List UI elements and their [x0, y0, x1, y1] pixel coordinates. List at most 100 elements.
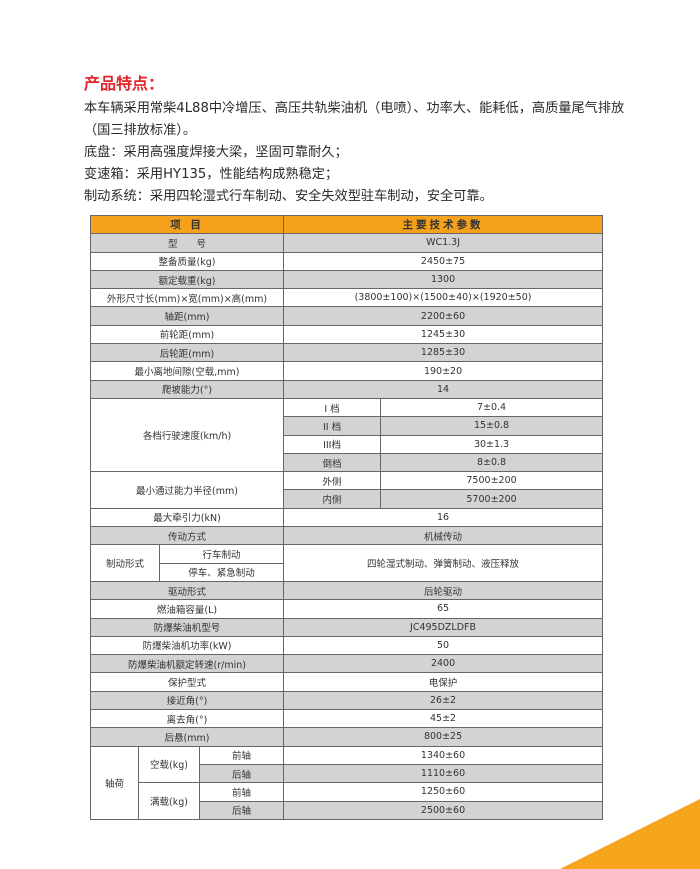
table-row: 后轴 1110±60: [91, 763, 604, 784]
table-cell: 后轴: [198, 800, 285, 820]
table-row: 满载(kg) 前轴 1250±60: [91, 782, 604, 820]
table-row: 防爆柴油机功率(kW) 50: [89, 635, 604, 656]
header-cell: 项 目: [89, 214, 285, 235]
table-cell: 机械传动: [283, 526, 604, 546]
table-cell: 后悬(mm): [89, 727, 285, 747]
table-row: 防爆柴油机额定转速(r/min) 2400: [89, 654, 604, 674]
table-cell: 电保护: [283, 672, 604, 692]
table-cell: 制动形式: [90, 544, 160, 582]
table-cell: 空载(kg): [138, 745, 200, 784]
table-cell: 800±25: [283, 727, 604, 747]
table-row: 倒档 8±0.8: [91, 452, 604, 473]
table-cell: 190±20: [283, 361, 604, 381]
table-row: III档 30±1.3: [91, 434, 604, 454]
table-cell: 驱动形式: [89, 580, 285, 601]
table-cell: 接近角(°): [89, 690, 285, 711]
table-row: 额定载重(kg) 1300: [89, 269, 604, 290]
table-cell: 停车、紧急制动: [158, 562, 285, 582]
table-cell: 7±0.4: [380, 397, 604, 418]
table-cell: 1110±60: [283, 763, 604, 784]
table-cell: 离去角(°): [89, 709, 285, 729]
table-row: 后轴 2500±60: [91, 800, 604, 820]
table-row: 离去角(°) 45±2: [89, 709, 604, 729]
feature-line: 底盘：采用高强度焊接大梁，坚固可靠耐久；: [84, 145, 348, 160]
table-cell: 8±0.8: [380, 452, 604, 473]
table-row: 爬坡能力(°) 14: [89, 379, 604, 399]
table-row: 后悬(mm) 800±25: [89, 727, 604, 747]
table-row: 最小通过能力半径(mm) 外侧 7500±200: [89, 471, 604, 509]
table-row: 前轮距(mm) 1245±30: [89, 324, 604, 345]
table-cell: 燃油箱容量(L): [89, 599, 285, 619]
product-features: 产品特点： 本车辆采用常柴4L88中冷增压、高压共轨柴油机（电喷）、功率大、能耗…: [84, 70, 684, 208]
table-cell: 最小通过能力半径(mm): [89, 471, 285, 509]
table-row: 传动方式 机械传动: [89, 526, 604, 546]
table-cell: 5700±200: [380, 489, 604, 509]
table-cell: 1250±60: [283, 782, 604, 802]
table-cell: 外侧: [283, 471, 382, 491]
table-cell: 前轮距(mm): [89, 324, 285, 345]
table-cell: 14: [283, 379, 604, 399]
table-cell: 2200±60: [283, 306, 604, 326]
table-cell: 四轮湿式制动、弹簧制动、液压释放: [283, 544, 604, 582]
table-row: 最小离地间隙(空载,mm) 190±20: [89, 361, 604, 381]
features-title: 产品特点：: [84, 74, 165, 93]
table-cell: 后轮距(mm): [89, 343, 285, 363]
table-cell: 额定载重(kg): [89, 269, 285, 290]
spec-table: 项 目主要技术参数型 号 WC1.3J 整备质量(kg) 2450±75 额定载重(kg…: [89, 214, 604, 820]
table-row: 防爆柴油机型号 JC495DZLDFB: [89, 617, 604, 637]
table-cell: 外形尺寸长(mm)×宽(mm)×高(mm): [89, 288, 285, 308]
table-cell: 防爆柴油机型号: [89, 617, 285, 637]
table-cell: II 档: [283, 416, 382, 436]
table-cell: 爬坡能力(°): [89, 379, 285, 399]
table-row: 整备质量(kg) 2450±75: [89, 251, 604, 271]
table-row: 保护型式 电保护: [89, 672, 604, 692]
table-cell: 轴荷: [90, 745, 139, 820]
table-row: 燃油箱容量(L) 65: [89, 599, 604, 619]
table-cell: JC495DZLDFB: [283, 617, 604, 637]
table-cell: 26±2: [283, 690, 604, 711]
table-row: 内侧 5700±200: [91, 489, 604, 509]
table-row: 外形尺寸长(mm)×宽(mm)×高(mm) (3800±100)×(1500±40…: [89, 288, 604, 308]
table-row: 制动形式 行车制动 四轮湿式制动、弹簧制动、液压释放: [90, 544, 604, 582]
table-cell: 65: [283, 599, 604, 619]
feature-line: （国三排放标准）。: [84, 123, 197, 138]
table-cell: 整备质量(kg): [89, 251, 285, 271]
table-cell: 最小离地间隙(空载,mm): [89, 361, 285, 381]
table-cell: 型 号: [89, 233, 285, 253]
feature-line: 本车辆采用常柴4L88中冷增压、高压共轨柴油机（电喷）、功率大、能耗低，高质量尾…: [84, 101, 625, 116]
table-cell: 2500±60: [283, 800, 604, 820]
table-cell: 1245±30: [283, 324, 604, 345]
table-cell: 传动方式: [89, 526, 285, 546]
table-cell: 满载(kg): [138, 782, 200, 820]
table-cell: 前轴: [198, 745, 285, 765]
table-cell: 保护型式: [89, 672, 285, 692]
decorative-corner-triangle: [560, 799, 700, 869]
table-row: 轴荷 空载(kg) 前轴 1340±60: [90, 745, 604, 820]
table-cell: 倒档: [283, 452, 382, 473]
table-row: 接近角(°) 26±2: [89, 690, 604, 711]
table-cell: 50: [283, 635, 604, 656]
table-cell: 45±2: [283, 709, 604, 729]
table-cell: 后轮驱动: [283, 580, 604, 601]
table-cell: 1340±60: [283, 745, 604, 765]
table-cell: 各档行驶速度(km/h): [89, 397, 285, 473]
table-cell: 行车制动: [158, 544, 285, 564]
table-cell: (3800±100)×(1500±40)×(1920±50): [283, 288, 604, 308]
table-row: 驱动形式 后轮驱动: [89, 580, 604, 601]
table-cell: 轴距(mm): [89, 306, 285, 326]
table-cell: 1285±30: [283, 343, 604, 363]
table-cell: 15±0.8: [380, 416, 604, 436]
table-cell: 1300: [283, 269, 604, 290]
table-cell: 前轴: [198, 782, 285, 802]
table-cell: 防爆柴油机额定转速(r/min): [89, 654, 285, 674]
header-cell: 主要技术参数: [283, 214, 604, 235]
feature-line: 变速箱：采用HY135，性能结构成熟稳定；: [84, 167, 339, 182]
table-row: 轴距(mm) 2200±60: [89, 306, 604, 326]
table-cell: 30±1.3: [380, 434, 604, 454]
table-cell: 后轴: [198, 763, 285, 784]
table-cell: III档: [283, 434, 382, 454]
table-row: 最大牵引力(kN) 16: [89, 507, 604, 528]
table-cell: I 档: [283, 397, 382, 418]
feature-line: 制动系统：采用四轮湿式行车制动、安全失效型驻车制动，安全可靠。: [84, 189, 493, 204]
table-cell: WC1.3J: [283, 233, 604, 253]
